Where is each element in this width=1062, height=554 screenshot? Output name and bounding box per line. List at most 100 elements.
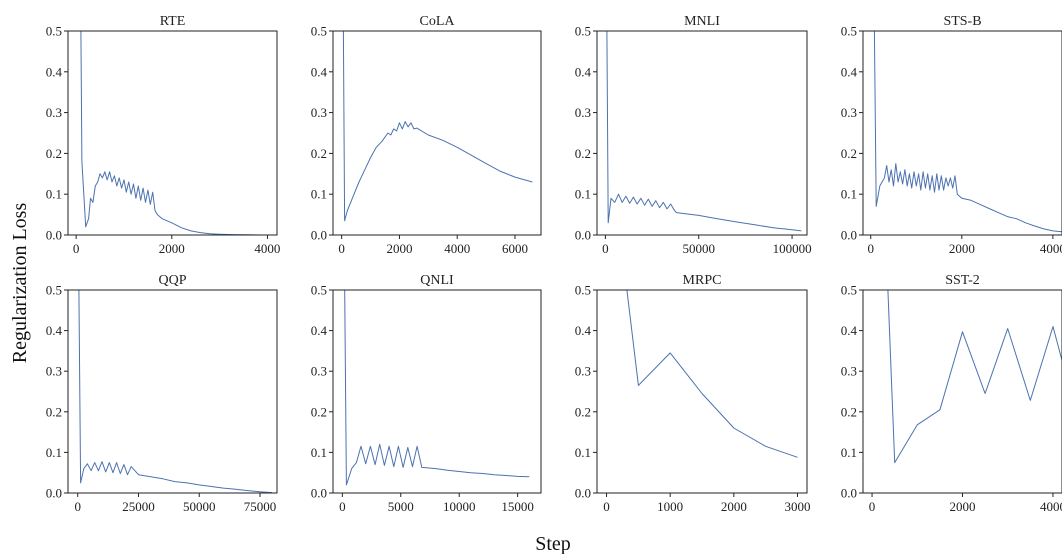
y-tick-label: 0.2: [46, 146, 62, 161]
y-tick-label: 0.2: [575, 146, 591, 161]
y-tick-label: 0.0: [311, 486, 327, 501]
plot-frame: [596, 30, 808, 236]
panel-qnli: QNLI 0.0 0.1 0.2 0.3 0.4 0.5 0 5000 10000 15000: [311, 273, 542, 514]
y-tick-label: 0.5: [575, 24, 591, 39]
y-tick-label: 0.5: [311, 283, 327, 298]
x-tick-label: 0: [602, 241, 609, 256]
panel-title: CoLA: [420, 14, 456, 29]
series-line: [626, 290, 798, 458]
y-tick-label: 0.4: [311, 323, 328, 338]
series-line: [341, 31, 533, 222]
y-tick-label: 0.3: [46, 105, 62, 120]
x-tick-label: 4000: [254, 241, 280, 256]
y-tick-label: 0.2: [575, 404, 591, 419]
y-tick-label: 0.0: [841, 228, 857, 243]
y-tick-label: 0.2: [841, 404, 857, 419]
panel-title: SST-2: [945, 273, 980, 288]
y-tick-label: 0.5: [841, 24, 857, 39]
y-tick-label: 0.0: [311, 228, 327, 243]
x-tick-label: 10000: [443, 499, 476, 514]
panel-cola: CoLA 0.0 0.1 0.2 0.3 0.4 0.5 0 2000 4000 6000: [311, 14, 542, 256]
x-tick-label: 2000: [949, 241, 975, 256]
series-line: [342, 290, 530, 486]
y-tick-label: 0.1: [841, 187, 857, 202]
y-tick-label: 0.3: [311, 364, 327, 379]
plot-frame: [332, 289, 542, 494]
x-tick-label: 4000: [1040, 241, 1062, 256]
x-tick-label: 50000: [682, 241, 715, 256]
y-tick-label: 0.0: [46, 486, 62, 501]
y-tick-label: 0.3: [575, 364, 591, 379]
figure-x-axis-label: Step: [535, 533, 571, 554]
y-tick-label: 0.0: [575, 228, 591, 243]
x-tick-label: 2000: [386, 241, 412, 256]
plot-frame: [862, 30, 1062, 236]
y-tick-label: 0.1: [311, 445, 327, 460]
x-tick-label: 25000: [122, 499, 155, 514]
plot-frame: [67, 289, 278, 494]
panel-title: RTE: [160, 14, 186, 29]
y-tick-label: 0.2: [311, 404, 327, 419]
panel-mnli: MNLI 0.0 0.1 0.2 0.3 0.4 0.5 0 50000 100000: [575, 14, 812, 256]
y-tick-label: 0.4: [841, 64, 858, 79]
panels-group: RTE 0.0 0.1 0.2 0.3 0.4 0.5 0 2000 4000 CoLA 0.0 0.1…: [46, 14, 1062, 514]
x-tick-label: 1000: [657, 499, 683, 514]
y-tick-label: 0.0: [46, 228, 62, 243]
x-tick-label: 2000: [159, 241, 185, 256]
panel-title: STS-B: [943, 14, 981, 29]
x-tick-label: 0: [339, 499, 346, 514]
panel-sts-b: STS-B 0.0 0.1 0.2 0.3 0.4 0.5 0 2000 4000: [841, 14, 1062, 256]
y-tick-label: 0.0: [841, 486, 857, 501]
plot-frame: [332, 30, 542, 236]
y-tick-label: 0.2: [311, 146, 327, 161]
x-tick-label: 4000: [1040, 499, 1062, 514]
y-tick-label: 0.5: [575, 283, 591, 298]
x-tick-label: 0: [73, 241, 80, 256]
plot-frame: [862, 289, 1062, 494]
x-tick-label: 4000: [444, 241, 470, 256]
figure-y-axis-label: Regularization Loss: [9, 203, 31, 364]
y-tick-label: 0.3: [46, 364, 62, 379]
series-line: [887, 290, 1062, 464]
panel-rte: RTE 0.0 0.1 0.2 0.3 0.4 0.5 0 2000 4000: [46, 14, 281, 256]
y-tick-label: 0.1: [841, 445, 857, 460]
plot-frame: [596, 289, 808, 494]
panel-title: QQP: [158, 273, 186, 288]
y-tick-label: 0.5: [841, 283, 857, 298]
x-tick-label: 5000: [388, 499, 414, 514]
plot-frame: [67, 30, 278, 236]
panel-qqp: QQP 0.0 0.1 0.2 0.3 0.4 0.5 0 25000 50000 75000: [46, 273, 278, 514]
y-tick-label: 0.4: [46, 64, 63, 79]
y-tick-label: 0.1: [575, 445, 591, 460]
x-tick-label: 100000: [773, 241, 812, 256]
y-tick-label: 0.3: [841, 364, 857, 379]
y-tick-label: 0.5: [46, 24, 62, 39]
y-tick-label: 0.2: [841, 146, 857, 161]
series-line: [77, 290, 273, 493]
x-tick-label: 2000: [721, 499, 747, 514]
panel-title: QNLI: [420, 273, 454, 288]
y-tick-label: 0.4: [46, 323, 63, 338]
y-tick-label: 0.4: [575, 64, 592, 79]
panel-mrpc: MRPC 0.0 0.1 0.2 0.3 0.4 0.5 0 1000 2000 3000: [575, 273, 811, 514]
series-line: [76, 31, 263, 235]
y-tick-label: 0.3: [841, 105, 857, 120]
x-tick-label: 15000: [501, 499, 534, 514]
x-tick-label: 0: [338, 241, 345, 256]
x-tick-label: 6000: [502, 241, 528, 256]
series-line: [870, 31, 1062, 233]
y-tick-label: 0.1: [46, 187, 62, 202]
y-tick-label: 0.1: [575, 187, 591, 202]
x-tick-label: 0: [867, 241, 874, 256]
panel-title: MNLI: [684, 14, 720, 29]
y-tick-label: 0.4: [311, 64, 328, 79]
y-tick-label: 0.0: [575, 486, 591, 501]
y-tick-label: 0.4: [841, 323, 858, 338]
panel-sst-2: SST-2 0.0 0.1 0.2 0.3 0.4 0.5 0 2000 4000: [841, 273, 1062, 514]
y-tick-label: 0.5: [46, 283, 62, 298]
y-tick-label: 0.5: [311, 24, 327, 39]
x-tick-label: 75000: [244, 499, 277, 514]
x-tick-label: 0: [869, 499, 876, 514]
y-tick-label: 0.3: [311, 105, 327, 120]
